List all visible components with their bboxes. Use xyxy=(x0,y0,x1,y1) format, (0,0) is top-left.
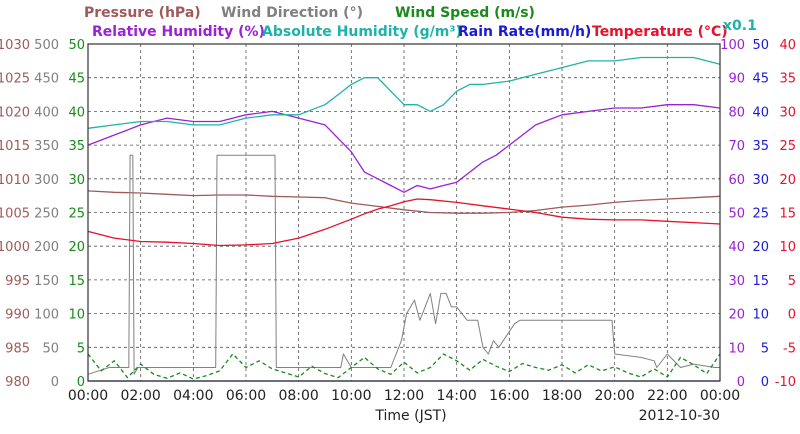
plot-frame xyxy=(87,43,721,382)
x-tick: 02:00 xyxy=(120,388,160,404)
rain-rate-tick: 0 xyxy=(761,375,769,390)
rain-rate-tick: 10 xyxy=(752,308,769,323)
pressure-tick: 1025 xyxy=(0,72,30,87)
pressure-tick: 980 xyxy=(5,375,30,390)
x-tick: 14:00 xyxy=(436,388,476,404)
wind-direction-tick: 450 xyxy=(34,72,59,87)
wind-direction-tick: 0 xyxy=(51,375,59,390)
pressure-tick: 990 xyxy=(5,308,30,323)
wind-direction-tick: 400 xyxy=(34,105,59,120)
temperature-tick: 5 xyxy=(788,274,796,289)
pressure-line xyxy=(87,190,721,214)
relative-humidity-tick: 0 xyxy=(737,375,745,390)
rain-rate-tick: 40 xyxy=(752,105,769,120)
wind-speed-tick: 45 xyxy=(68,72,85,87)
wind-speed-tick: 25 xyxy=(68,207,85,222)
x-tick: 04:00 xyxy=(173,388,213,404)
x-axis-label: Time (JST) xyxy=(374,408,446,424)
x-tick: 06:00 xyxy=(226,388,266,404)
pressure-tick: 1015 xyxy=(0,139,30,154)
x-tick: 20:00 xyxy=(594,388,634,404)
wind-speed-tick: 30 xyxy=(68,173,85,188)
wind-speed-tick: 35 xyxy=(68,139,85,154)
pressure-tick: 985 xyxy=(5,341,30,356)
wind-speed-tick: 40 xyxy=(68,105,85,120)
relative-humidity-tick: 10 xyxy=(728,341,745,356)
pressure-tick: 1000 xyxy=(0,240,30,255)
temperature-tick: 30 xyxy=(779,105,796,120)
relative-humidity-tick: 100 xyxy=(720,38,745,53)
date-label: 2012-10-30 xyxy=(639,408,720,424)
rain-rate-tick: 50 xyxy=(752,38,769,53)
relative-humidity-tick: 30 xyxy=(728,274,745,289)
x-tick: 00:00 xyxy=(68,388,108,404)
wind-direction-tick: 100 xyxy=(34,308,59,323)
temperature-line xyxy=(87,198,721,247)
rain-rate-tick: 25 xyxy=(752,207,769,222)
wind-direction-tick: 200 xyxy=(34,240,59,255)
wind-direction-tick: 300 xyxy=(34,173,59,188)
header-wind-speed: Wind Speed (m/s) xyxy=(395,5,535,21)
rain-rate-tick: 15 xyxy=(752,274,769,289)
temperature-tick: 35 xyxy=(779,72,796,87)
axis-labels: 9809859909951000100510101015102010251030… xyxy=(0,38,796,404)
pressure-tick: 1020 xyxy=(0,105,30,120)
multiplier-note: x0.1 xyxy=(723,18,757,34)
x-tick: 16:00 xyxy=(489,388,529,404)
x-tick: 18:00 xyxy=(542,388,582,404)
temperature-tick: 40 xyxy=(779,38,796,53)
pressure-tick: 1005 xyxy=(0,207,30,222)
relative-humidity-tick: 50 xyxy=(728,207,745,222)
wind-direction-tick: 50 xyxy=(42,341,59,356)
wind-speed-tick: 5 xyxy=(77,341,85,356)
pressure-tick: 1030 xyxy=(0,38,30,53)
wind-speed-tick: 10 xyxy=(68,308,85,323)
pressure-tick: 1010 xyxy=(0,173,30,188)
relative-humidity-tick: 20 xyxy=(728,308,745,323)
relative-humidity-tick: 80 xyxy=(728,105,745,120)
wind-speed-tick: 20 xyxy=(68,240,85,255)
wind-speed-tick: 50 xyxy=(68,38,85,53)
absolute-humidity-line xyxy=(87,56,721,129)
temperature-tick: 25 xyxy=(779,139,796,154)
x-tick: 08:00 xyxy=(278,388,318,404)
relative-humidity-tick: 60 xyxy=(728,173,745,188)
rain-rate-tick: 5 xyxy=(761,341,769,356)
header-rain-rate: Rain Rate(mm/h) xyxy=(458,24,591,40)
wind-direction-tick: 350 xyxy=(34,139,59,154)
x-tick: 10:00 xyxy=(331,388,371,404)
x-tick: 12:00 xyxy=(384,388,424,404)
temperature-tick: -10 xyxy=(775,375,796,390)
rain-rate-tick: 35 xyxy=(752,139,769,154)
relative-humidity-tick: 70 xyxy=(728,139,745,154)
rain-rate-tick: 20 xyxy=(752,240,769,255)
wind-direction-tick: 250 xyxy=(34,207,59,222)
header-wind-direction: Wind Direction (°) xyxy=(221,5,363,21)
header-absolute-humidity: Absolute Humidity (g/m³) xyxy=(262,24,462,40)
wind-direction-line xyxy=(87,154,720,375)
rain-rate-tick: 30 xyxy=(752,173,769,188)
rain-rate-tick: 45 xyxy=(752,72,769,87)
wind-direction-tick: 500 xyxy=(34,38,59,53)
temperature-tick: 15 xyxy=(779,207,796,222)
wind-speed-tick: 0 xyxy=(77,375,85,390)
relative-humidity-line xyxy=(87,104,721,193)
wind-direction-tick: 150 xyxy=(34,274,59,289)
x-tick: 00:00 xyxy=(700,388,740,404)
temperature-tick: 10 xyxy=(779,240,796,255)
header-temperature: Temperature (°C) xyxy=(592,24,728,40)
header-relative-humidity: Relative Humidity (%) xyxy=(92,24,265,40)
header-pressure: Pressure (hPa) xyxy=(84,5,201,21)
x-tick: 22:00 xyxy=(647,388,687,404)
temperature-tick: 20 xyxy=(779,173,796,188)
temperature-tick: -5 xyxy=(783,341,796,356)
relative-humidity-tick: 90 xyxy=(728,72,745,87)
pressure-tick: 995 xyxy=(5,274,30,289)
grid-lines xyxy=(88,44,720,381)
temperature-tick: 0 xyxy=(788,308,796,323)
wind-speed-tick: 15 xyxy=(68,274,85,289)
relative-humidity-tick: 40 xyxy=(728,240,745,255)
